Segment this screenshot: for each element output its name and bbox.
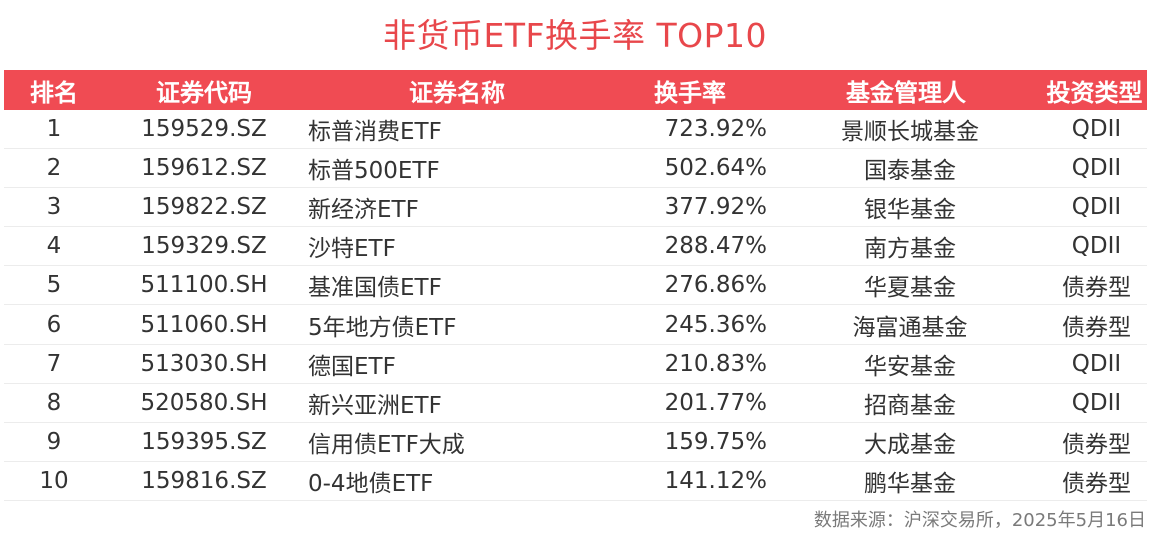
table-header: 排名 证券代码 证券名称 换手率 基金管理人 投资类型 xyxy=(4,70,1147,110)
code-cell: 159395.SZ xyxy=(141,428,267,455)
rank-cell: 3 xyxy=(46,194,62,221)
type-cell: 债券型 xyxy=(1062,314,1131,341)
manager-cell: 鹏华基金 xyxy=(864,470,956,497)
type-cell: 债券型 xyxy=(1062,275,1131,302)
code-cell: 513030.SH xyxy=(140,350,268,377)
header-type: 投资类型 xyxy=(1046,78,1143,107)
header-rank: 排名 xyxy=(30,78,78,107)
rate-cell: 159.75% xyxy=(664,428,767,455)
manager-cell: 招商基金 xyxy=(864,392,956,419)
rank-cell: 4 xyxy=(46,233,62,260)
table-row: 2 159612.SZ 标普500ETF 502.64% 国泰基金 QDII xyxy=(4,149,1147,189)
type-cell: QDII xyxy=(1071,116,1122,143)
header-rate: 换手率 xyxy=(654,78,726,107)
rate-cell: 276.86% xyxy=(664,272,767,299)
rank-cell: 5 xyxy=(46,272,62,299)
manager-cell: 银华基金 xyxy=(864,197,956,224)
code-cell: 520580.SH xyxy=(140,389,268,416)
type-cell: QDII xyxy=(1071,155,1122,182)
type-cell: 债券型 xyxy=(1062,470,1131,497)
page-title: 非货币ETF换手率 TOP10 xyxy=(382,16,767,55)
rank-cell: 6 xyxy=(46,311,62,338)
rate-cell: 502.64% xyxy=(664,155,767,182)
code-cell: 159822.SZ xyxy=(141,194,267,221)
manager-cell: 海富通基金 xyxy=(852,314,968,341)
code-cell: 159529.SZ xyxy=(141,116,267,143)
data-source-note: 数据来源：沪深交易所，2025年5月16日 xyxy=(813,510,1146,531)
code-cell: 511060.SH xyxy=(140,311,268,338)
table-row: 5 511100.SH 基准国债ETF 276.86% 华夏基金 债券型 xyxy=(4,266,1147,306)
manager-cell: 大成基金 xyxy=(864,431,956,458)
type-cell: QDII xyxy=(1071,389,1122,416)
turnover-table: 排名 证券代码 证券名称 换手率 基金管理人 投资类型 1 159529.SZ … xyxy=(4,70,1147,501)
rank-cell: 9 xyxy=(46,428,62,455)
table-row: 9 159395.SZ 信用债ETF大成 159.75% 大成基金 债券型 xyxy=(4,423,1147,462)
rank-cell: 8 xyxy=(46,389,62,416)
manager-cell: 南方基金 xyxy=(864,236,956,263)
type-cell: QDII xyxy=(1071,194,1122,221)
rank-cell: 7 xyxy=(46,350,62,377)
code-cell: 159329.SZ xyxy=(141,233,267,260)
name-cell: 沙特ETF xyxy=(308,236,396,263)
rate-cell: 245.36% xyxy=(664,311,767,338)
table-row: 8 520580.SH 新兴亚洲ETF 201.77% 招商基金 QDII xyxy=(4,384,1147,423)
name-cell: 标普500ETF xyxy=(308,158,440,185)
type-cell: QDII xyxy=(1071,233,1122,260)
name-cell: 标普消费ETF xyxy=(308,119,442,146)
code-cell: 511100.SH xyxy=(140,272,268,299)
table-row: 3 159822.SZ 新经济ETF 377.92% 银华基金 QDII xyxy=(4,188,1147,228)
name-cell: 5年地方债ETF xyxy=(308,314,457,341)
rate-cell: 723.92% xyxy=(664,116,767,143)
manager-cell: 华安基金 xyxy=(864,353,956,380)
table-row: 1 159529.SZ 标普消费ETF 723.92% 景顺长城基金 QDII xyxy=(4,110,1147,150)
rate-cell: 141.12% xyxy=(664,467,767,494)
name-cell: 新兴亚洲ETF xyxy=(308,392,442,419)
rate-cell: 377.92% xyxy=(664,194,767,221)
manager-cell: 华夏基金 xyxy=(864,275,956,302)
rate-cell: 201.77% xyxy=(664,389,767,416)
name-cell: 0-4地债ETF xyxy=(308,470,434,497)
rank-cell: 1 xyxy=(46,116,62,143)
header-code: 证券代码 xyxy=(156,78,252,107)
type-cell: 债券型 xyxy=(1062,431,1131,458)
name-cell: 德国ETF xyxy=(308,353,396,380)
header-manager: 基金管理人 xyxy=(846,78,966,107)
code-cell: 159816.SZ xyxy=(141,467,267,494)
name-cell: 信用债ETF大成 xyxy=(308,431,465,458)
rank-cell: 10 xyxy=(39,467,69,494)
table-row: 10 159816.SZ 0-4地债ETF 141.12% 鹏华基金 债券型 xyxy=(4,462,1147,501)
manager-cell: 景顺长城基金 xyxy=(841,119,979,146)
table-row: 7 513030.SH 德国ETF 210.83% 华安基金 QDII xyxy=(4,345,1147,384)
type-cell: QDII xyxy=(1071,350,1122,377)
rate-cell: 210.83% xyxy=(664,350,767,377)
rank-cell: 2 xyxy=(46,155,62,182)
table-row: 4 159329.SZ 沙特ETF 288.47% 南方基金 QDII xyxy=(4,227,1147,267)
name-cell: 基准国债ETF xyxy=(308,275,442,302)
table-row: 6 511060.SH 5年地方债ETF 245.36% 海富通基金 债券型 xyxy=(4,305,1147,345)
header-name: 证券名称 xyxy=(409,78,505,107)
manager-cell: 国泰基金 xyxy=(864,158,956,185)
rate-cell: 288.47% xyxy=(664,233,767,260)
code-cell: 159612.SZ xyxy=(141,155,267,182)
name-cell: 新经济ETF xyxy=(308,197,419,224)
